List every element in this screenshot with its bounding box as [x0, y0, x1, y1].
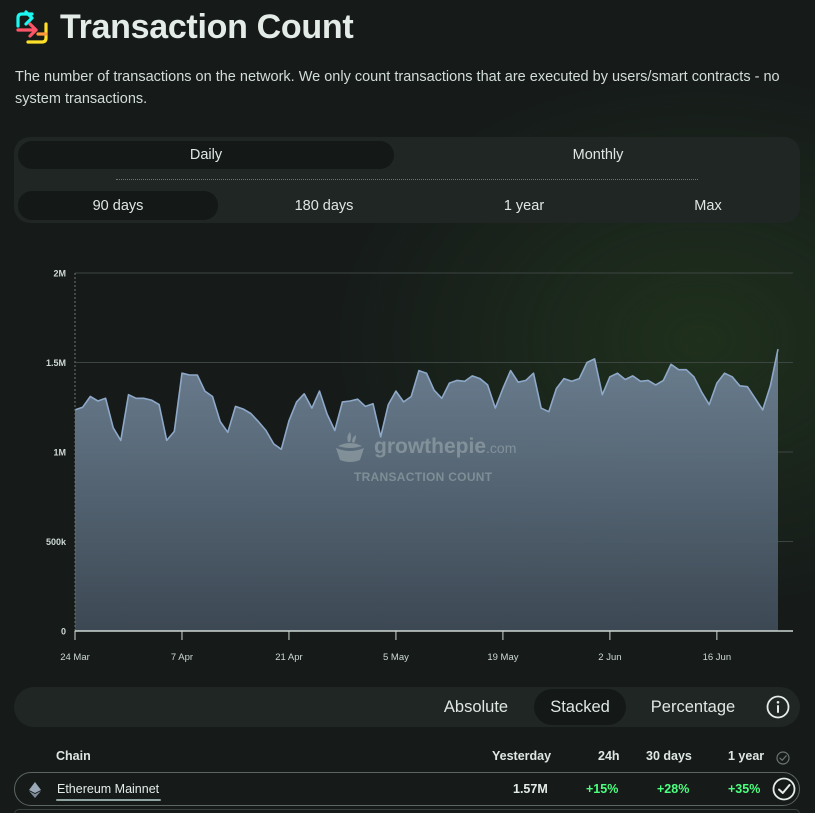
tab-daily[interactable]: Daily — [18, 141, 394, 169]
display-mode-bar: Absolute Stacked Percentage — [14, 687, 800, 727]
yesterday-value: 1.57M — [513, 782, 548, 796]
next-table-row — [14, 809, 800, 813]
change-1-year: +35% — [728, 782, 761, 796]
divider — [116, 179, 698, 180]
watermark-subtitle: TRANSACTION COUNT — [353, 470, 493, 484]
mode-stacked[interactable]: Stacked — [534, 689, 626, 725]
range-90-days-label: 90 days — [92, 197, 144, 214]
page-description: The number of transactions on the networ… — [15, 69, 780, 107]
watermark: growthepie.com TRANSACTION COUNT — [330, 428, 516, 484]
transaction-count-chart: 0 500k 1M 1.5M 2M 24 Mar 7 Apr 21 Apr 5 May 19 Ma… — [46, 269, 793, 663]
ethereum-icon — [29, 782, 41, 798]
mode-percentage[interactable]: Percentage — [636, 689, 750, 725]
info-icon[interactable] — [766, 695, 790, 719]
col-yesterday[interactable]: Yesterday — [492, 749, 552, 763]
tab-monthly-label: Monthly — [572, 147, 624, 163]
select-all-check-icon[interactable] — [776, 751, 790, 765]
y-tick-label: 2M — [53, 269, 66, 279]
pie-logo-icon — [336, 432, 364, 462]
chain-name: Ethereum Mainnet — [57, 782, 160, 796]
range-1-year-label: 1 year — [503, 197, 545, 214]
page-header: Transaction Count — [14, 8, 354, 47]
x-tick-label: 2 Jun — [598, 652, 621, 663]
x-tick-label: 21 Apr — [275, 652, 302, 663]
x-tick-label: 7 Apr — [171, 652, 193, 663]
tab-daily-label: Daily — [189, 147, 223, 163]
y-tick-label: 0 — [61, 627, 66, 637]
series-area — [75, 349, 778, 631]
row-check-icon[interactable] — [772, 777, 796, 801]
y-tick-label: 500k — [46, 537, 67, 547]
x-tick-label: 24 Mar — [60, 652, 90, 663]
time-controls: Daily Monthly 90 days 180 days 1 year Ma… — [14, 137, 800, 223]
range-90-days[interactable]: 90 days — [18, 191, 218, 220]
range-1-year[interactable]: 1 year — [424, 191, 624, 220]
y-tick-label: 1M — [53, 448, 66, 458]
arrows-logo-icon — [16, 9, 48, 44]
col-1-year[interactable]: 1 year — [728, 749, 765, 763]
chain-color-bar — [56, 799, 161, 801]
mode-stacked-label: Stacked — [550, 697, 610, 716]
series-line — [74, 348, 779, 451]
col-chain[interactable]: Chain — [56, 749, 91, 763]
x-tick-label: 19 May — [487, 652, 518, 663]
page-title: Transaction Count — [60, 8, 354, 46]
range-max-label: Max — [694, 197, 722, 214]
y-tick-label: 1.5M — [46, 358, 66, 368]
change-30-days: +28% — [657, 782, 690, 796]
x-tick-label: 16 Jun — [703, 652, 732, 663]
col-30-days[interactable]: 30 days — [646, 749, 692, 763]
tab-monthly[interactable]: Monthly — [410, 141, 786, 169]
x-tick-label: 5 May — [383, 652, 409, 663]
mode-percentage-label: Percentage — [650, 697, 736, 716]
range-180-days[interactable]: 180 days — [224, 191, 424, 220]
change-24h: +15% — [586, 782, 619, 796]
mode-absolute-label: Absolute — [443, 697, 509, 716]
watermark-brand: growthepie.com — [374, 435, 517, 458]
mode-absolute[interactable]: Absolute — [428, 689, 524, 725]
col-24h[interactable]: 24h — [598, 749, 620, 763]
table-row[interactable]: Ethereum Mainnet 1.57M +15% +28% +35% — [14, 772, 800, 806]
range-180-days-label: 180 days — [294, 197, 354, 214]
range-max[interactable]: Max — [608, 191, 808, 220]
